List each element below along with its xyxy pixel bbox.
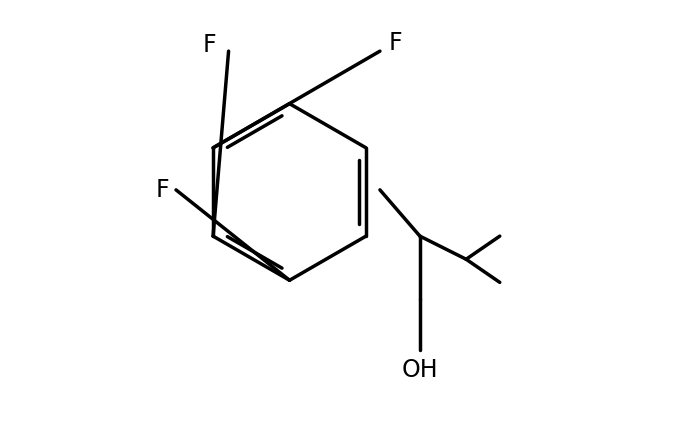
Text: OH: OH bbox=[402, 358, 438, 382]
Text: F: F bbox=[203, 33, 216, 57]
Text: F: F bbox=[156, 178, 170, 202]
Text: F: F bbox=[388, 31, 402, 55]
